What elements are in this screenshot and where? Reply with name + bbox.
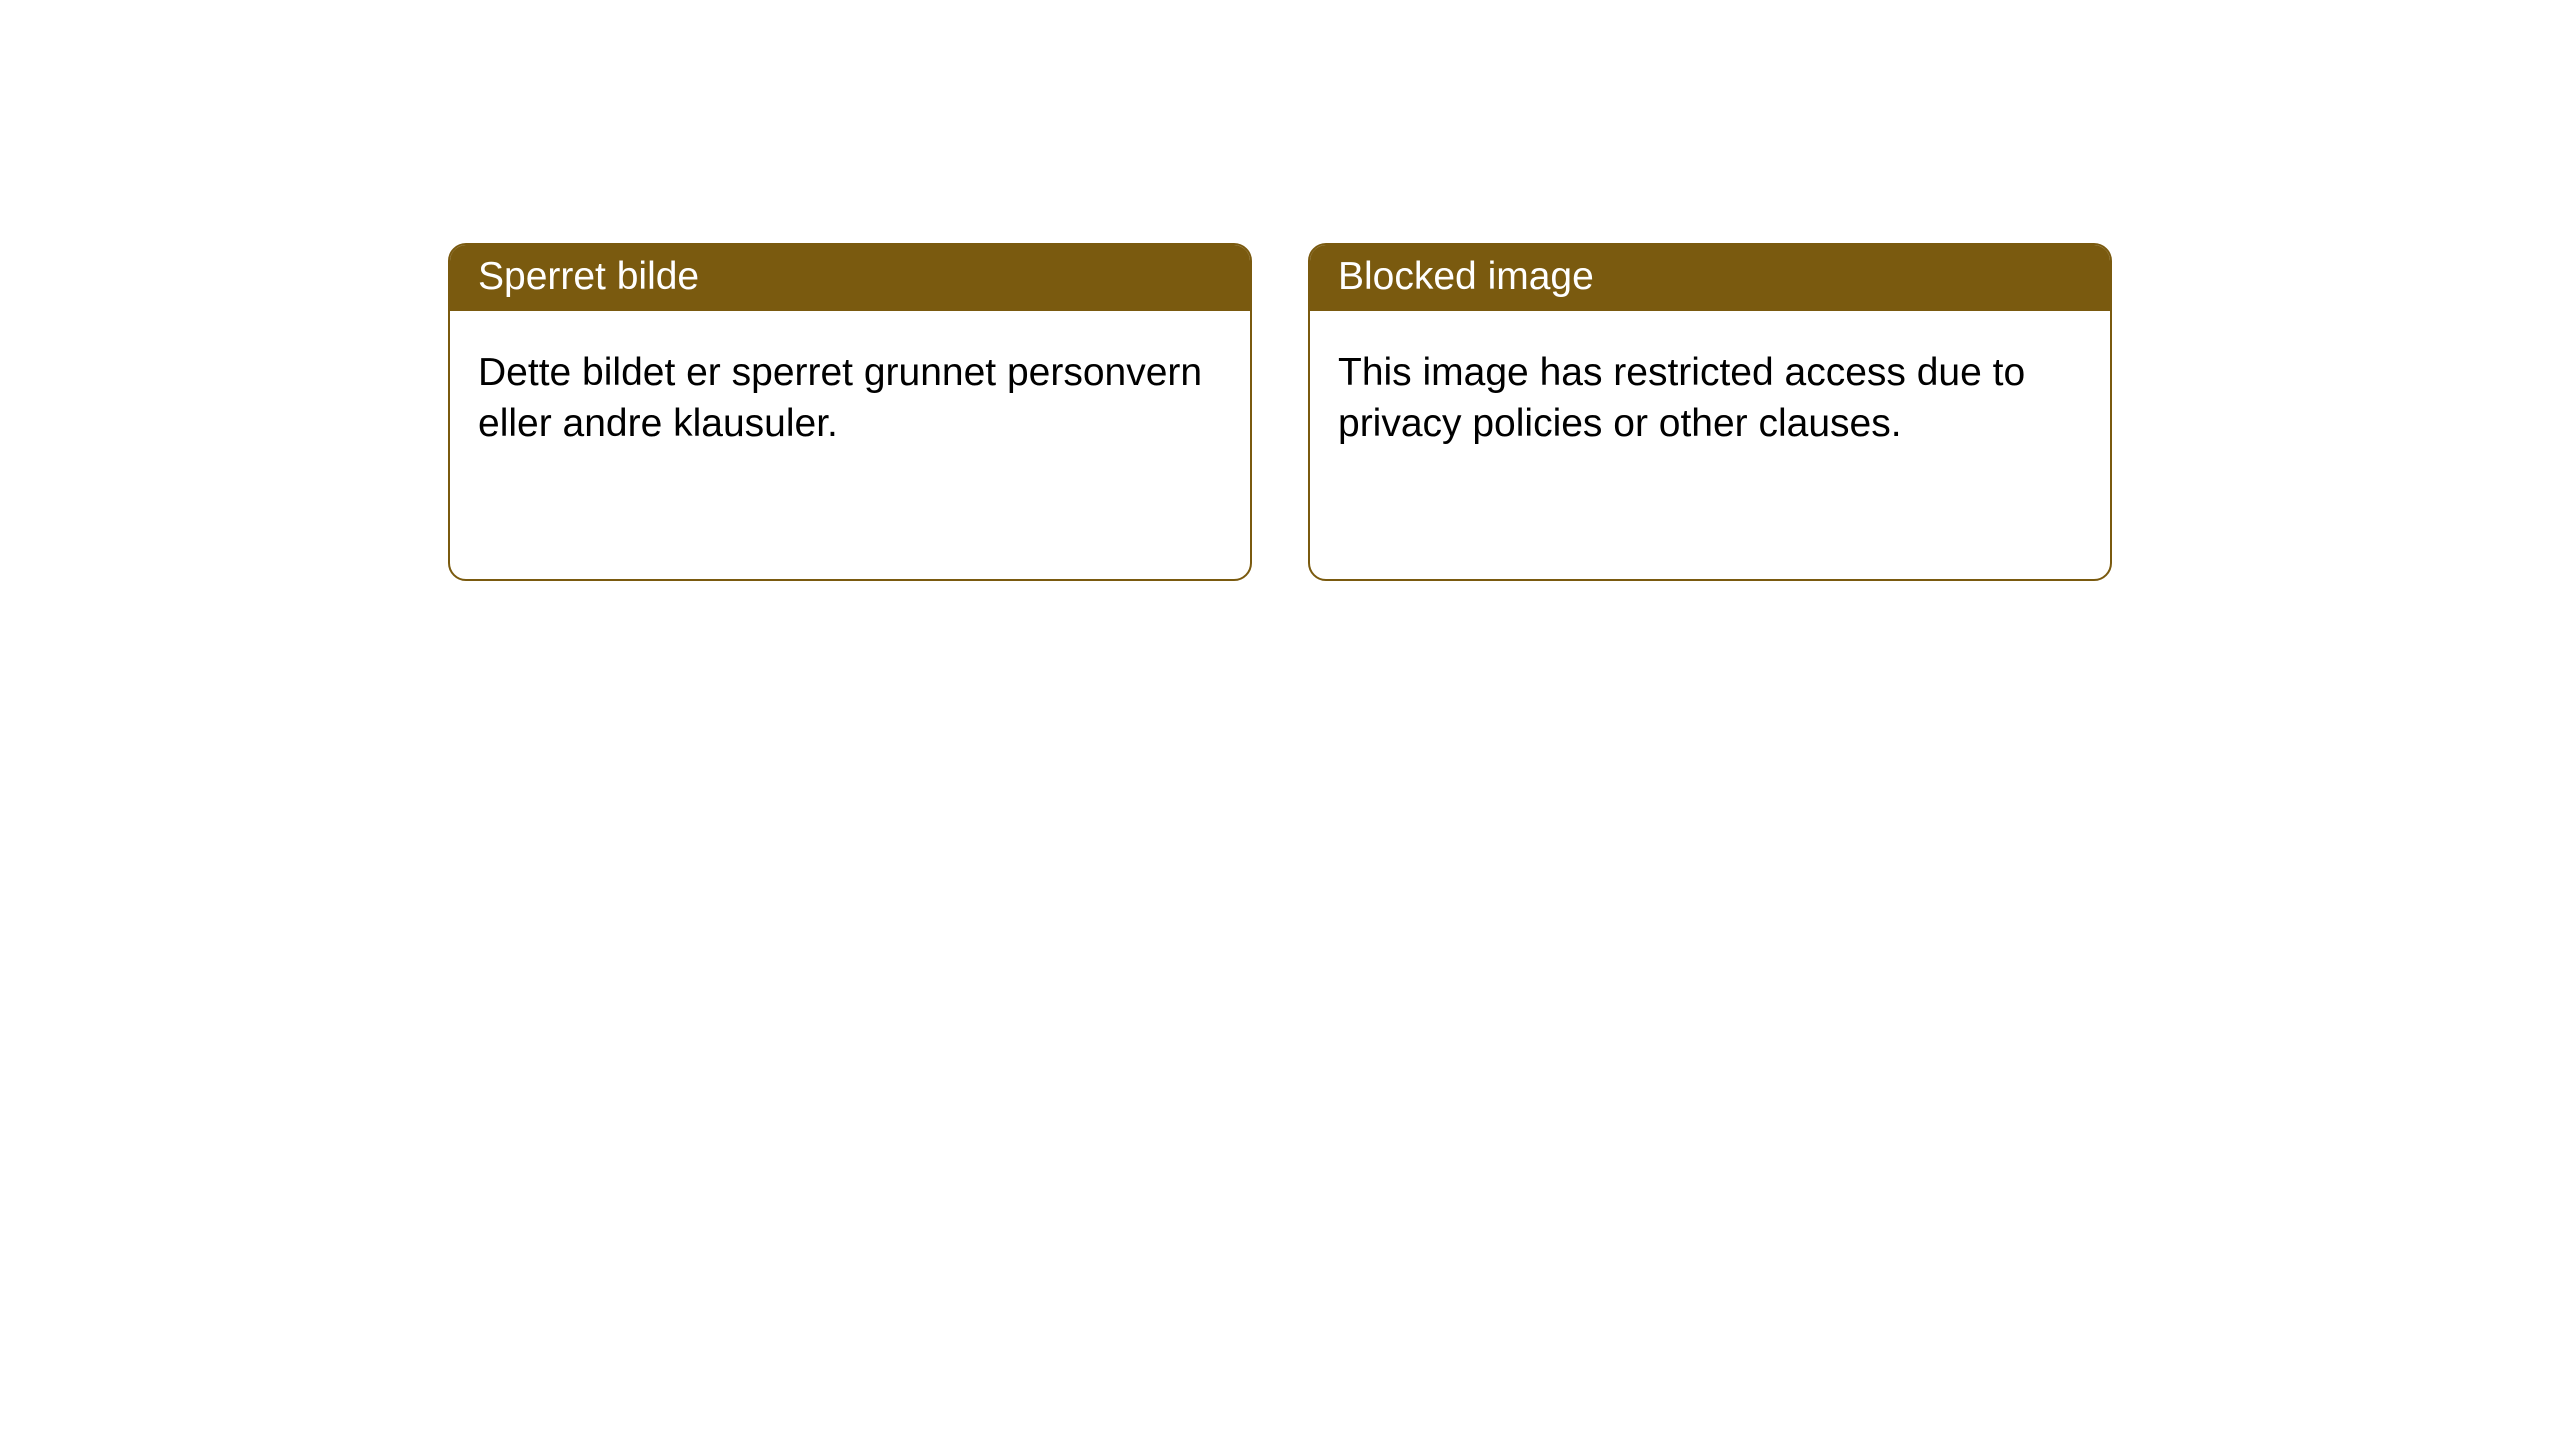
- cards-container: Sperret bilde Dette bildet er sperret gr…: [0, 0, 2560, 581]
- card-body: Dette bildet er sperret grunnet personve…: [450, 311, 1250, 478]
- blocked-image-card-no: Sperret bilde Dette bildet er sperret gr…: [448, 243, 1252, 581]
- card-title: Blocked image: [1338, 255, 1594, 298]
- card-title: Sperret bilde: [478, 255, 699, 298]
- card-header: Sperret bilde: [450, 245, 1250, 311]
- card-body-text: This image has restricted access due to …: [1338, 351, 2025, 445]
- card-body-text: Dette bildet er sperret grunnet personve…: [478, 351, 1202, 445]
- card-header: Blocked image: [1310, 245, 2110, 311]
- card-body: This image has restricted access due to …: [1310, 311, 2110, 478]
- blocked-image-card-en: Blocked image This image has restricted …: [1308, 243, 2112, 581]
